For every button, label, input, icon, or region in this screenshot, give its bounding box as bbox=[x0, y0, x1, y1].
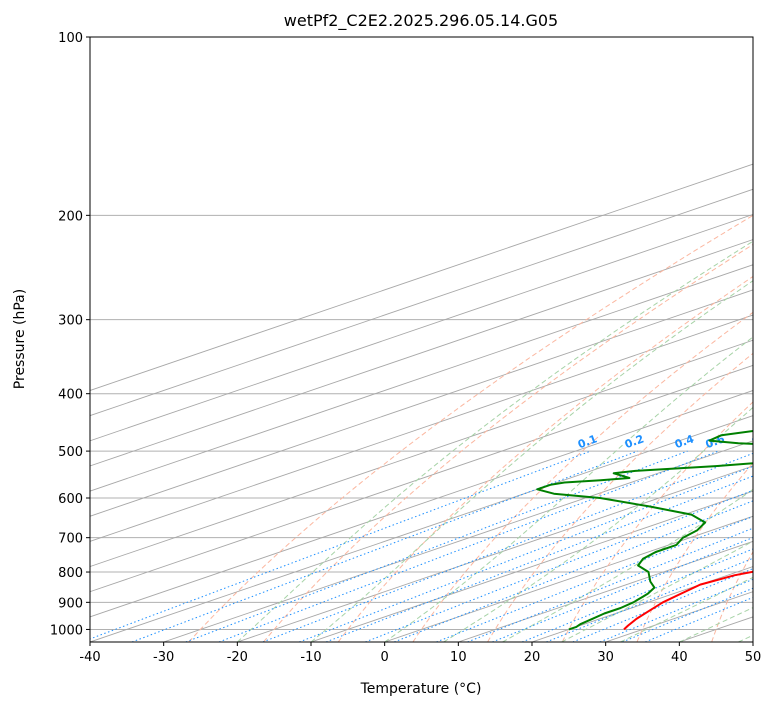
moist-adiabat bbox=[443, 406, 753, 642]
moist-adiabat bbox=[738, 634, 753, 642]
isotherm-line bbox=[90, 339, 753, 568]
isotherm-line bbox=[163, 440, 753, 642]
mixing-ratio-line bbox=[546, 557, 753, 642]
x-tick-label: 10 bbox=[450, 650, 467, 665]
mixing-ratio-label: 0.2 bbox=[623, 432, 646, 451]
dry-adiabat bbox=[412, 311, 753, 642]
x-tick-label: 50 bbox=[745, 650, 762, 665]
mixing-ratio-line bbox=[218, 450, 719, 642]
x-tick-label: -30 bbox=[153, 650, 174, 665]
isotherm-line bbox=[90, 213, 753, 442]
mixing-ratio-label: 1 bbox=[750, 434, 762, 449]
x-tick-label: -40 bbox=[79, 650, 100, 665]
moist-adiabat bbox=[620, 576, 753, 642]
plot-frame bbox=[89, 36, 754, 643]
isotherm-line bbox=[237, 465, 753, 642]
dry-adiabat bbox=[337, 275, 753, 642]
mixing-ratio-line bbox=[262, 452, 753, 642]
mixing-ratio-line bbox=[394, 500, 753, 642]
series-layer bbox=[536, 429, 753, 631]
grid-layer bbox=[90, 37, 753, 642]
dry-adiabat bbox=[263, 243, 753, 642]
isotherm-line bbox=[90, 188, 753, 417]
isotherm-line bbox=[90, 264, 753, 492]
x-axis-label: Temperature (°C) bbox=[360, 681, 482, 697]
isotherm-line bbox=[310, 490, 753, 642]
dewpoint-profile bbox=[536, 429, 753, 631]
mixing-ratio-line bbox=[521, 548, 753, 642]
isotherm-line bbox=[90, 314, 753, 542]
y-tick-label: 900 bbox=[58, 596, 83, 611]
isotherm-line bbox=[90, 239, 753, 467]
isotherm-line bbox=[90, 289, 753, 517]
x-tick-label: -10 bbox=[300, 650, 321, 665]
mixing-ratio-label: 0.4 bbox=[673, 432, 696, 451]
x-tick-label: 30 bbox=[597, 650, 614, 665]
isotherm-line bbox=[90, 415, 753, 642]
y-tick-label: 400 bbox=[58, 388, 83, 403]
x-tick-label: -20 bbox=[227, 650, 248, 665]
isotherm-line bbox=[531, 566, 753, 642]
y-tick-label: 300 bbox=[58, 314, 83, 329]
mixing-ratio-line bbox=[599, 578, 753, 642]
isotherm-line bbox=[458, 540, 753, 642]
y-tick-label: 800 bbox=[58, 566, 83, 581]
isotherm-line bbox=[90, 163, 753, 391]
mixing-ratio-line bbox=[645, 596, 753, 642]
isotherm-line bbox=[90, 390, 753, 618]
isotherm-line bbox=[679, 616, 753, 642]
moist-adiabat bbox=[236, 240, 753, 642]
y-tick-label: 1000 bbox=[50, 623, 83, 638]
moist-adiabat bbox=[310, 280, 753, 642]
moist-adiabat bbox=[679, 607, 753, 642]
x-tick-label: 0 bbox=[381, 650, 389, 665]
mixing-ratio-line bbox=[492, 537, 753, 642]
mixing-ratio-line bbox=[131, 450, 638, 642]
tick-layer: -40 -30 -20 -10 0 10 20 30 40 50 100 200 300 400 500 60… bbox=[50, 31, 761, 665]
mixing-ratio-label: 0.1 bbox=[576, 432, 599, 451]
y-tick-label: 500 bbox=[58, 445, 83, 460]
dry-adiabat bbox=[561, 401, 753, 642]
y-axis-label: Pressure (hPa) bbox=[12, 289, 28, 389]
mixing-ratio-line bbox=[90, 450, 591, 640]
moist-adiabat bbox=[561, 540, 753, 642]
mixing-ratio-line bbox=[325, 475, 753, 642]
dry-adiabat bbox=[188, 214, 753, 642]
y-tick-label: 100 bbox=[58, 31, 83, 46]
dry-adiabat bbox=[487, 352, 753, 642]
x-tick-label: 20 bbox=[524, 650, 541, 665]
dry-adiabat bbox=[711, 550, 753, 642]
y-tick-label: 200 bbox=[58, 209, 83, 224]
chart-title: wetPf2_C2E2.2025.296.05.14.G05 bbox=[284, 11, 558, 31]
x-tick-label: 40 bbox=[671, 650, 688, 665]
isotherm-line bbox=[752, 641, 753, 642]
isotherm-line bbox=[90, 364, 753, 593]
mixing-ratio-line bbox=[365, 489, 753, 642]
y-tick-label: 700 bbox=[58, 532, 83, 547]
label-layer: -100-90-80-70-60-50-40-30-20-100.10.20.4… bbox=[576, 432, 762, 451]
mixing-ratio-line bbox=[299, 465, 753, 642]
y-tick-label: 600 bbox=[58, 492, 83, 507]
